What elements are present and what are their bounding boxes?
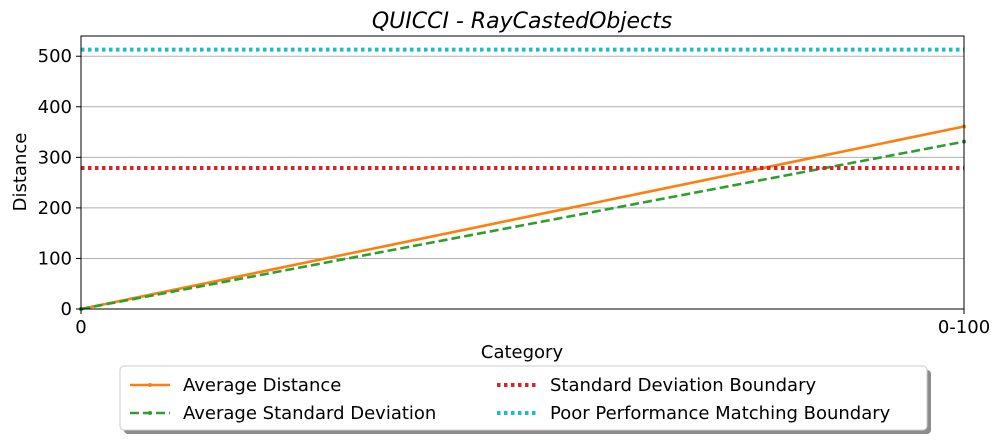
y-tick-label-3: 300 — [38, 147, 72, 168]
y-tick-label-2: 200 — [38, 198, 72, 219]
y-tick-label-1: 100 — [38, 248, 72, 269]
chart-title: QUICCI - RayCastedObjects — [372, 9, 672, 34]
y-axis: 0 100 200 300 400 500 — [38, 46, 81, 320]
series-line-0 — [80, 125, 965, 311]
legend-label-1: Average Standard Deviation — [183, 403, 436, 424]
grid-lines — [81, 55, 964, 310]
legend-label-0: Average Distance — [183, 375, 341, 396]
x-tick-label-0: 0 — [75, 317, 86, 338]
legend-marker-1 — [148, 411, 152, 415]
x-tick-label-1: 0-100 — [938, 317, 990, 338]
y-tick-label-0: 0 — [61, 299, 72, 320]
y-tick-label-5: 500 — [38, 46, 72, 67]
y-axis-label: Distance — [10, 133, 31, 212]
y-tick-label-4: 400 — [38, 97, 72, 118]
plot-frame — [80, 35, 965, 310]
legend: Average Distance Average Standard Deviati… — [119, 365, 931, 434]
x-axis-label: Category — [481, 342, 564, 363]
legend-marker-0 — [148, 383, 152, 387]
series-group — [79, 47, 966, 311]
legend-box — [119, 365, 928, 431]
legend-label-3: Poor Performance Matching Boundary — [550, 403, 891, 424]
x-axis: 0 0-100 — [75, 309, 990, 338]
legend-label-2: Standard Deviation Boundary — [550, 375, 816, 396]
